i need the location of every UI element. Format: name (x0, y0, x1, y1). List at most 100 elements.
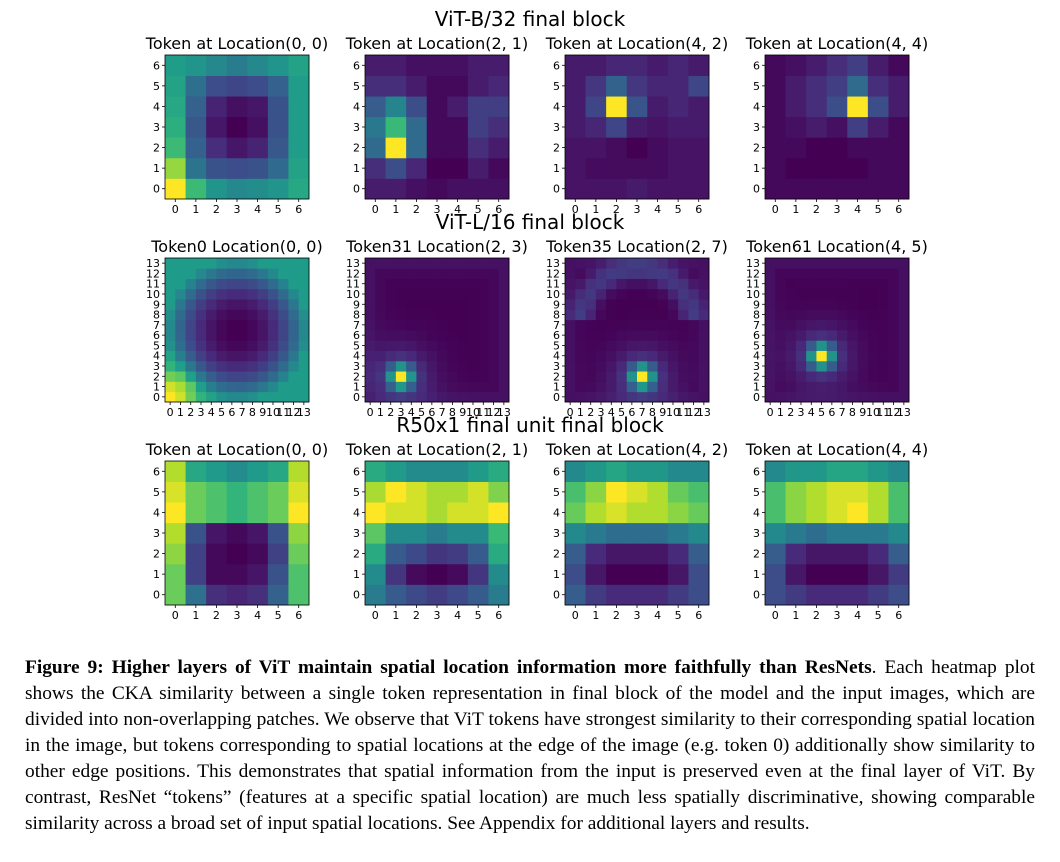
heatmap-cell (247, 330, 258, 341)
heatmap-cell (488, 309, 500, 321)
heatmap-cell (165, 268, 176, 279)
heatmap-cell (247, 543, 269, 565)
heatmap-cell (385, 178, 407, 200)
heatmap-cell (237, 391, 248, 403)
y-tick-label: 6 (553, 59, 560, 72)
heatmap-cell (667, 391, 679, 403)
heatmap-cell (595, 340, 607, 351)
y-tick-label: 2 (353, 142, 360, 155)
heatmap-cell (288, 563, 310, 585)
heatmap-cell (765, 563, 786, 585)
heatmap-cell (175, 381, 186, 393)
heatmap-cell (847, 157, 869, 179)
heatmap-cell (375, 381, 386, 393)
heatmap-cell (237, 278, 248, 290)
heatmap-cell (257, 371, 269, 382)
heatmap-cell (626, 350, 638, 362)
heatmap-cell (406, 55, 428, 76)
y-tick-label: 13 (746, 257, 760, 270)
heatmap-cell (826, 75, 848, 97)
heatmap-cell (765, 502, 786, 524)
x-tick-label: 6 (228, 406, 235, 419)
y-tick-label: 2 (553, 370, 560, 383)
heatmap-cell (857, 268, 869, 279)
x-tick-label: 3 (634, 609, 641, 620)
heatmap-cell (247, 461, 269, 482)
heatmap-cell (606, 543, 628, 565)
heatmap-cell (867, 330, 879, 341)
heatmap-cell (637, 268, 648, 279)
heatmap-cell (216, 278, 228, 290)
heatmap-cell (385, 522, 407, 544)
heatmap-cell (575, 350, 586, 362)
heatmap-cell (237, 258, 248, 269)
heatmap-cell (698, 381, 710, 393)
heatmap-cell (857, 360, 869, 372)
heatmap-cell (837, 371, 848, 382)
heatmap-cell (175, 319, 186, 331)
x-tick-label: 5 (875, 609, 882, 620)
y-tick-label: 8 (553, 309, 560, 322)
heatmap-cell (165, 96, 186, 118)
heatmap-cell (795, 371, 807, 382)
heatmap-cell (298, 309, 310, 321)
y-tick-label: 5 (353, 339, 360, 352)
x-tick-label: 13 (897, 406, 911, 419)
heatmap-cell (447, 309, 458, 321)
heatmap-cell (847, 75, 869, 97)
heatmap-cell (678, 299, 689, 310)
y-tick-label: 5 (153, 486, 160, 499)
heatmap-cell (867, 360, 879, 372)
heatmap-cell (298, 371, 310, 382)
heatmap-cell (795, 319, 807, 331)
y-tick-label: 4 (753, 100, 760, 113)
heatmap-cell (847, 381, 858, 393)
heatmap-cell (288, 157, 310, 179)
heatmap-cell (375, 330, 386, 341)
heatmap-cell (185, 350, 197, 362)
y-tick-label: 8 (353, 309, 360, 322)
heatmap-cell (375, 319, 386, 331)
heatmap-cell (616, 371, 628, 382)
heatmap-cell (667, 584, 689, 606)
heatmap-cell (467, 278, 479, 290)
heatmap-cell (565, 96, 586, 118)
y-tick-label: 3 (553, 360, 560, 373)
heatmap-cell (637, 278, 648, 290)
y-tick-label: 4 (753, 350, 760, 363)
heatmap-cell (226, 55, 248, 76)
heatmap-cell (806, 360, 817, 372)
heatmap-cell (457, 391, 469, 403)
heatmap-cell (878, 330, 889, 341)
heatmap-cell (498, 371, 510, 382)
caption-text: . Each heatmap plot shows the CKA simila… (25, 657, 1035, 835)
heatmap-cell (667, 350, 679, 362)
heatmap-cell (867, 157, 889, 179)
heatmap-cell (626, 563, 648, 585)
heatmap-cell (826, 461, 848, 482)
heatmap-cell (688, 584, 710, 606)
heatmap-cell (206, 55, 228, 76)
heatmap-cell (888, 502, 910, 524)
heatmap-cell (565, 116, 586, 138)
heatmap-frame (764, 257, 910, 403)
heatmap-cell (488, 137, 510, 159)
heatmap-cell (898, 258, 910, 269)
heatmap-cell (606, 75, 628, 97)
heatmap-cell (795, 268, 807, 279)
heatmap-cell (606, 137, 628, 159)
heatmap-cell (616, 309, 628, 321)
heatmap-cell (467, 381, 479, 393)
heatmap-cell (857, 381, 869, 393)
heatmap-cell (426, 288, 438, 300)
heatmap-cell (898, 309, 910, 321)
heatmap-r1-p2 (365, 55, 510, 200)
heatmap-cell (365, 502, 386, 524)
heatmap-cell (565, 543, 586, 565)
heatmap-cell (595, 268, 607, 279)
heatmap-cell (898, 391, 910, 403)
y-tick-label: 4 (353, 350, 360, 363)
heatmap-cell (447, 461, 469, 482)
heatmap-cell (595, 330, 607, 341)
heatmap-cell (647, 288, 658, 300)
